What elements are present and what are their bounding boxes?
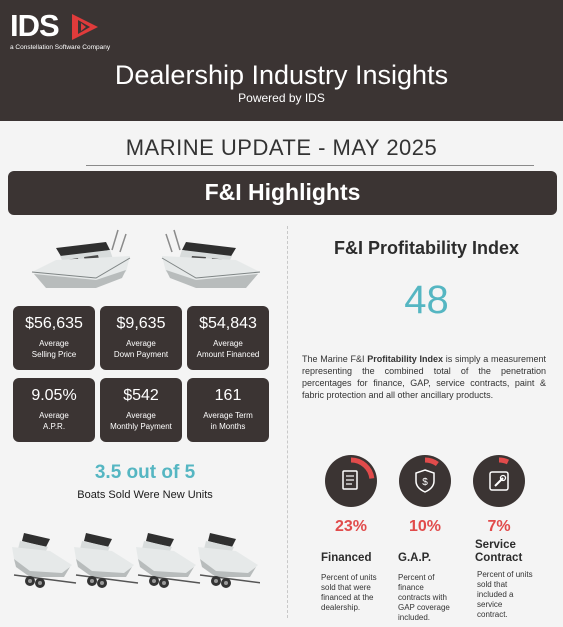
gap-description: Percent of finance contracts with GAP cover… bbox=[398, 573, 450, 622]
financed-gauge bbox=[325, 455, 377, 507]
stat-card-selling-price: $56,635 Average Selling Price bbox=[13, 306, 95, 370]
logo-tagline: a Constellation Software Company bbox=[10, 44, 111, 51]
stat-value: $542 bbox=[123, 387, 159, 404]
title-rule bbox=[86, 165, 534, 166]
gap-gauge: $ bbox=[399, 455, 451, 507]
stat-label: Average Down Payment bbox=[113, 339, 169, 359]
page-subtitle: Powered by IDS bbox=[238, 91, 325, 105]
section-banner: F&I Highlights bbox=[8, 171, 557, 215]
logo-text: IDS bbox=[10, 8, 60, 43]
document-icon bbox=[342, 470, 358, 490]
service-contract-percent: 7% bbox=[487, 518, 511, 535]
update-title: MARINE UPDATE - MAY 2025 bbox=[125, 135, 438, 160]
stat-value: $9,635 bbox=[116, 315, 166, 332]
stat-value: $56,635 bbox=[25, 315, 83, 332]
stat-label: Average Selling Price bbox=[31, 339, 77, 359]
financed-description: Percent of units sold that were financed a… bbox=[321, 573, 377, 612]
profitability-title: F&I Profitability Index bbox=[333, 238, 520, 258]
stat-card-down-payment: $9,635 Average Down Payment bbox=[100, 306, 182, 370]
boat-illustration-right bbox=[161, 229, 261, 288]
financed-percent: 23% bbox=[334, 518, 368, 535]
service-contract-description: Percent of units sold that included a servi… bbox=[477, 570, 533, 619]
column-divider bbox=[287, 226, 288, 618]
wrench-icon bbox=[489, 471, 509, 491]
section-title: F&I Highlights bbox=[204, 179, 361, 205]
gap-title: G.A.P. bbox=[398, 552, 432, 564]
service-contract-gauge bbox=[473, 455, 525, 507]
stat-label: Average A.P.R. bbox=[39, 411, 69, 431]
new-units-label: Boats Sold Were New Units bbox=[77, 489, 213, 501]
shield-dollar-icon: $ bbox=[415, 469, 435, 493]
stat-card-amount-financed: $54,843 Average Amount Financed bbox=[187, 306, 269, 370]
logo-mark-icon bbox=[72, 14, 98, 40]
ids-logo[interactable]: IDS bbox=[10, 8, 98, 43]
stat-label: Average Monthly Payment bbox=[110, 411, 172, 431]
trailer-boats-illustration bbox=[12, 532, 260, 589]
service-contract-title: Service Contract bbox=[475, 539, 523, 564]
boat-illustration-left bbox=[31, 229, 131, 288]
stat-value: $54,843 bbox=[199, 315, 257, 332]
page-title: Dealership Industry Insights bbox=[114, 60, 449, 90]
stat-card-apr: 9.05% Average A.P.R. bbox=[13, 378, 95, 442]
svg-text:$: $ bbox=[422, 477, 428, 488]
profitability-index-value: 48 bbox=[404, 278, 449, 322]
header: IDS a Constellation Software Company Dea… bbox=[0, 0, 563, 121]
stat-card-monthly-payment: $542 Average Monthly Payment bbox=[100, 378, 182, 442]
financed-title: Financed bbox=[321, 552, 372, 564]
stat-value: 9.05% bbox=[31, 387, 77, 404]
profitability-description: The Marine F&I Profitability Index is si… bbox=[302, 354, 546, 400]
stat-value: 161 bbox=[214, 387, 242, 404]
gap-percent: 10% bbox=[408, 518, 442, 535]
new-units-value: 3.5 out of 5 bbox=[94, 462, 196, 483]
stat-label: Average Term in Months bbox=[203, 411, 253, 431]
stat-card-average-term: 161 Average Term in Months bbox=[187, 378, 269, 442]
stat-label: Average Amount Financed bbox=[196, 339, 260, 359]
